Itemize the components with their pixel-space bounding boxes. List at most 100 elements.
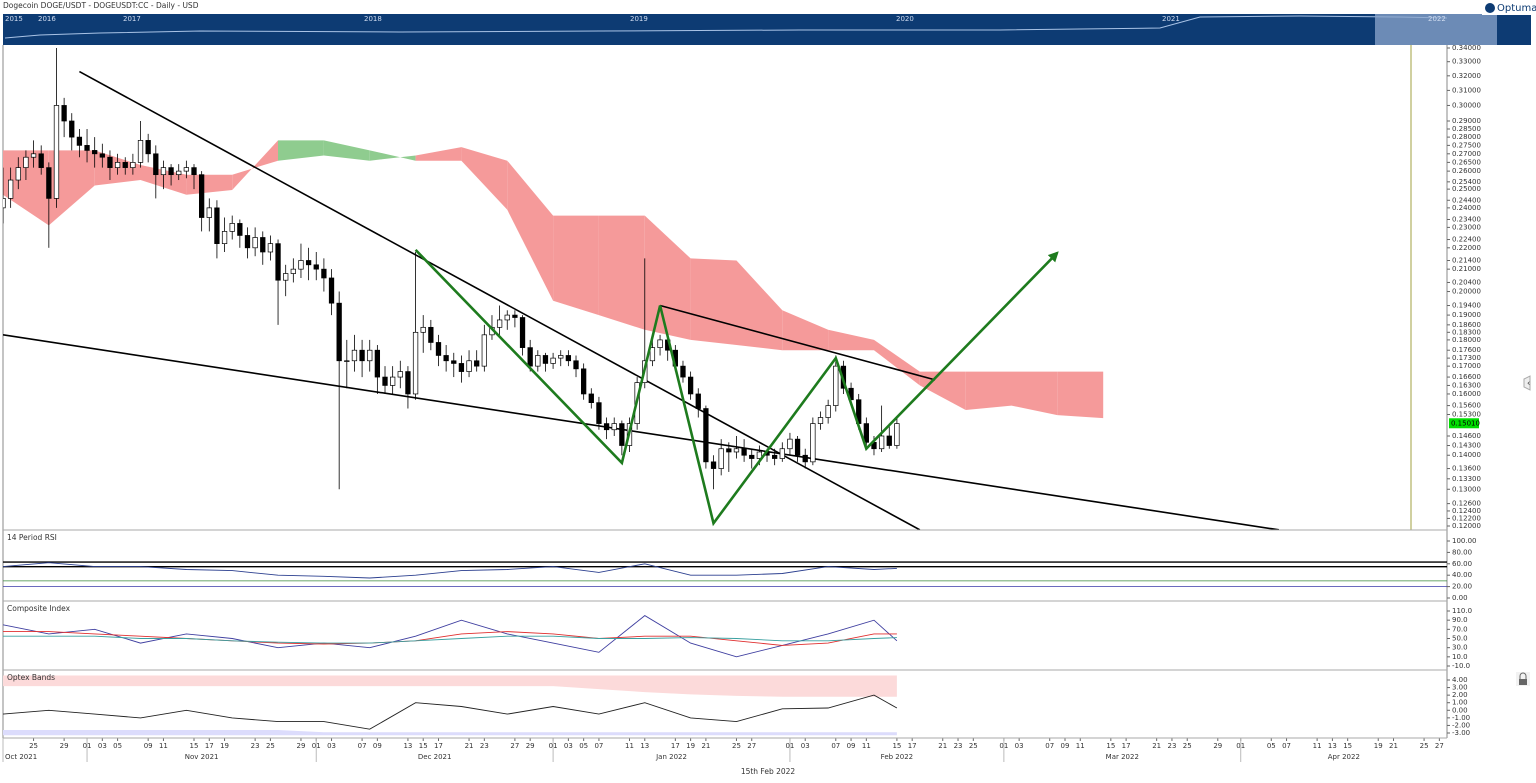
candle-body [863, 423, 869, 443]
candle-body [779, 448, 785, 459]
x-tick-label: 07 [1282, 742, 1291, 750]
candle-body [221, 231, 228, 244]
y-tick-label: 0.13600 [1452, 465, 1481, 473]
y-tick-label: 0.34000 [1452, 44, 1481, 52]
x-tick-label: 19 [1374, 742, 1383, 750]
x-tick-label: 25 [1420, 742, 1429, 750]
navigator-window[interactable] [1375, 14, 1497, 45]
candle-body [710, 461, 717, 469]
navigator-years: 2015 2016 2017 2018 2019 2020 2021 2022 [5, 15, 1446, 23]
x-tick-label: 07 [358, 742, 367, 750]
x-tick-label: 17 [205, 742, 214, 750]
y-tick-label: 0.12600 [1452, 500, 1481, 508]
cloud-segment [369, 150, 416, 161]
month-label: Nov 2021 [185, 753, 219, 761]
y-tick-label: 0.20400 [1452, 278, 1481, 286]
y-tick-label: -3.00 [1452, 729, 1470, 737]
panel-title: Composite Index [7, 604, 71, 613]
last-price-badge [1449, 418, 1479, 429]
y-tick-label: 0.23400 [1452, 215, 1481, 223]
cloud-segment [1011, 371, 1058, 416]
panel-title: 14 Period RSI [7, 533, 57, 542]
side-tab-arrow[interactable]: ‹ [1527, 379, 1530, 388]
date-footer: 15th Feb 2022 [741, 767, 796, 776]
x-tick-label: 23 [954, 742, 963, 750]
candle-body [283, 273, 289, 281]
y-tick-label: 0.32000 [1452, 72, 1481, 80]
candle-body [466, 360, 472, 372]
y-tick-label: 0.24400 [1452, 196, 1481, 204]
candle-body [794, 438, 801, 456]
pattern-line [414, 248, 1059, 527]
x-tick-label: 19 [220, 742, 229, 750]
y-tick-label: 60.00 [1452, 560, 1472, 568]
x-tick-label: 11 [1076, 742, 1085, 750]
month-label: Mar 2022 [1106, 753, 1139, 761]
candle-body [550, 357, 556, 364]
x-tick-label: 29 [297, 742, 306, 750]
candle-body [687, 376, 694, 395]
candle-body [474, 360, 480, 367]
candle-body [435, 342, 442, 356]
y-tick-label: 0.27000 [1452, 150, 1481, 158]
navigator-line [4, 15, 1448, 39]
x-tick-label: 21 [1389, 742, 1398, 750]
y-tick-label: 0.25000 [1452, 185, 1481, 193]
x-tick-label: 27 [510, 742, 519, 750]
cloud-segment [1057, 371, 1104, 419]
x-tick-label: 17 [1122, 742, 1131, 750]
candle-body [114, 162, 121, 168]
candle-body [451, 360, 457, 364]
cloud-segment [690, 258, 737, 345]
candle-body [229, 223, 235, 232]
x-tick-label: 27 [1435, 742, 1444, 750]
y-tick-label: 0.28500 [1452, 125, 1481, 133]
side-tab[interactable] [1523, 375, 1531, 391]
x-tick-label: 25 [969, 742, 978, 750]
candle-body [267, 243, 274, 253]
candle-body [802, 454, 808, 463]
candle-body [214, 207, 220, 244]
y-tick-label: 0.14000 [1452, 451, 1481, 459]
x-tick-label: 21 [465, 742, 474, 750]
y-tick-label: 10.0 [1452, 653, 1468, 661]
y-tick-label: 0.19000 [1452, 311, 1481, 319]
candle-body [397, 371, 403, 378]
candle-body [359, 349, 365, 362]
candle-body [99, 153, 105, 158]
y-tick-label: 0.18300 [1452, 328, 1481, 336]
panel [3, 48, 1280, 530]
x-tick-label: 23 [251, 742, 260, 750]
candle-body [46, 167, 52, 199]
last-price-label: 0.15010 [1451, 419, 1480, 427]
x-tick-label: 03 [1015, 742, 1024, 750]
y-tick-label: 0.21400 [1452, 256, 1481, 264]
series-line [3, 635, 897, 644]
candle-body [649, 347, 656, 362]
candle-body [733, 448, 740, 453]
y-tick-label: 20.00 [1452, 583, 1472, 591]
candle-body [122, 162, 128, 168]
navigator[interactable] [3, 14, 1531, 45]
candle-body [183, 167, 190, 172]
y-tick-label: 2.00 [1452, 691, 1468, 699]
y-tick-label: 0.29000 [1452, 117, 1481, 125]
y-tick-label: 0.26000 [1452, 167, 1481, 175]
candle-body [153, 153, 159, 176]
navigator-year: 2021 [1162, 15, 1180, 23]
y-tick-label: 0.12000 [1452, 522, 1481, 530]
y-tick-label: 0.23000 [1452, 223, 1481, 231]
lock-shackle [1519, 672, 1527, 679]
x-tick-label: 03 [564, 742, 573, 750]
logo-box [1482, 1, 1534, 15]
candle-body [512, 314, 518, 318]
y-tick-label: 0.22400 [1452, 236, 1481, 244]
candle-body [313, 264, 319, 270]
x-tick-label: 19 [686, 742, 695, 750]
logo: Optuma [1497, 3, 1536, 14]
y-tick-label: 0.15600 [1452, 402, 1481, 410]
cloud-segment [186, 174, 233, 195]
month-label: Dec 2021 [418, 753, 452, 761]
y-tick-label: 0.19400 [1452, 302, 1481, 310]
